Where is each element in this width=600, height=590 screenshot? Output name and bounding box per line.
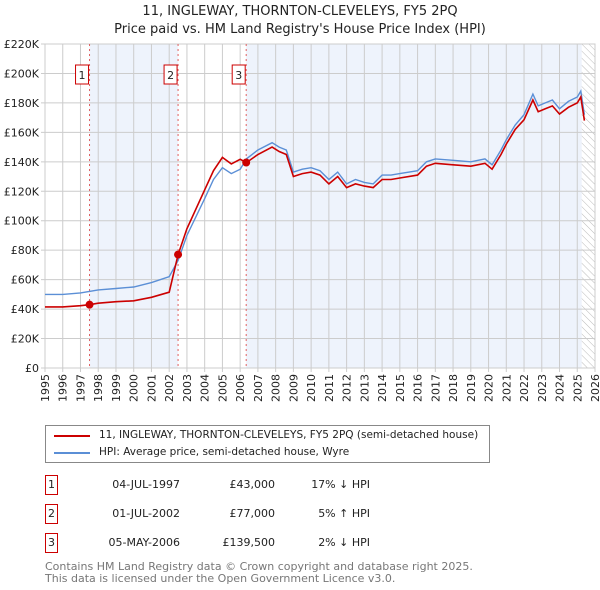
x-tick-label: 2010 [305, 374, 318, 402]
x-tick-label: 2005 [216, 374, 229, 402]
x-tick-label: 2023 [536, 374, 549, 402]
x-tick-label: 2004 [199, 374, 212, 402]
legend-swatch-red [54, 434, 90, 437]
y-tick-label: £60K [11, 274, 40, 287]
plot-border [44, 43, 596, 369]
chart-title: 11, INGLEWAY, THORNTON-CLEVELEYS, FY5 2P… [142, 4, 458, 19]
sale-marker-number: 1 [45, 475, 58, 495]
footer: Contains HM Land Registry data © Crown c… [45, 561, 473, 585]
chart-subtitle: Price paid vs. HM Land Registry's House … [114, 22, 486, 37]
sale-row: 1 04-JUL-1997 £43,000 17% ↓ HPI [45, 475, 385, 495]
sale-label-box [231, 64, 246, 85]
sale-point [85, 300, 94, 309]
plot-area: 1995 1996 1997 1998 1999 2000 2001 2002 2003 2004… [4, 38, 600, 402]
x-tick-label: 2009 [287, 374, 300, 402]
x-tick-label: 2017 [429, 374, 442, 402]
x-tick-label: 2016 [412, 374, 425, 402]
x-tick-label: 2012 [341, 374, 354, 402]
x-tick-label: 2011 [323, 374, 336, 402]
y-tick-label: £180K [4, 97, 40, 110]
x-tick-label: 1998 [92, 374, 105, 402]
y-tick-label: £160K [4, 126, 40, 139]
sale-label: 3 [235, 69, 242, 82]
sale-label-box [75, 64, 90, 85]
sale-row: 3 05-MAY-2006 £139,500 2% ↓ HPI [45, 533, 385, 553]
x-tick-label: 1997 [74, 374, 87, 402]
sale-label: 1 [79, 69, 86, 82]
sale-hpi-diff: 17% ↓ HPI [311, 478, 370, 491]
sale-marker-number: 2 [45, 504, 58, 524]
legend-swatch-blue [54, 451, 90, 454]
x-tick-label: 2013 [358, 374, 371, 402]
property-price-line [45, 94, 586, 308]
sale-hpi-diff: 2% ↓ HPI [318, 536, 370, 549]
legend: 11, INGLEWAY, THORNTON-CLEVELEYS, FY5 2P… [45, 425, 490, 463]
x-tick-label: 2019 [465, 374, 478, 402]
x-tick-label: 2006 [234, 374, 247, 402]
x-tick-label: 2008 [270, 374, 283, 402]
sale-marker-number: 3 [45, 533, 58, 553]
x-tick-label: 2014 [376, 374, 389, 402]
legend-label: HPI: Average price, semi-detached house,… [99, 446, 350, 458]
ownership-shade-3 [246, 44, 582, 368]
legend-item-property: 11, INGLEWAY, THORNTON-CLEVELEYS, FY5 2P… [54, 429, 478, 442]
footer-line-2: This data is licensed under the Open Gov… [45, 572, 396, 585]
x-tick-label: 1995 [39, 374, 52, 402]
x-tick-label: 2026 [589, 374, 600, 402]
x-tick-label: 2001 [145, 374, 158, 402]
x-tick-label: 2003 [181, 374, 194, 402]
sale-price: £77,000 [229, 507, 276, 520]
y-tick-label: £100K [4, 215, 40, 228]
legend-label: 11, INGLEWAY, THORNTON-CLEVELEYS, FY5 2P… [99, 429, 479, 441]
y-tick-label: £40K [11, 303, 40, 316]
x-tick-label: 2025 [571, 374, 584, 402]
x-tick-label: 2007 [252, 374, 265, 402]
sale-hpi-diff: 5% ↑ HPI [318, 507, 370, 520]
footer-line-1: Contains HM Land Registry data © Crown c… [45, 560, 473, 573]
x-tick-label: 1996 [57, 374, 70, 402]
y-tick-label: £120K [4, 185, 40, 198]
y-tick-label: £0 [25, 362, 39, 375]
x-tick-label: 2022 [518, 374, 531, 402]
y-tick-label: £20K [11, 333, 40, 346]
x-tick-label: 2020 [483, 374, 496, 402]
sale-date: 04-JUL-1997 [112, 478, 180, 491]
sale-date: 01-JUL-2002 [112, 507, 180, 520]
y-tick-label: £140K [4, 156, 40, 169]
x-tick-label: 2018 [447, 374, 460, 402]
future-hatch [581, 44, 595, 368]
legend-item-hpi: HPI: Average price, semi-detached house,… [54, 446, 349, 459]
sale-label-box [163, 64, 178, 85]
x-tick-label: 1999 [110, 374, 123, 402]
sale-price: £43,000 [229, 478, 276, 491]
x-tick-label: 2015 [394, 374, 407, 402]
x-tick-label: 2024 [554, 374, 567, 402]
x-tick-label: 2002 [163, 374, 176, 402]
x-tick-label: 2000 [128, 374, 141, 402]
sale-point [174, 250, 183, 259]
y-tick-label: £80K [11, 244, 40, 257]
sale-date: 05-MAY-2006 [108, 536, 180, 549]
y-tick-label: £200K [4, 67, 40, 80]
sale-row: 2 01-JUL-2002 £77,000 5% ↑ HPI [45, 504, 385, 524]
sale-price: £139,500 [222, 536, 276, 549]
x-tick-label: 2021 [500, 374, 513, 402]
sale-label: 2 [167, 69, 174, 82]
sale-point [242, 158, 251, 167]
y-tick-label: £220K [4, 38, 40, 51]
